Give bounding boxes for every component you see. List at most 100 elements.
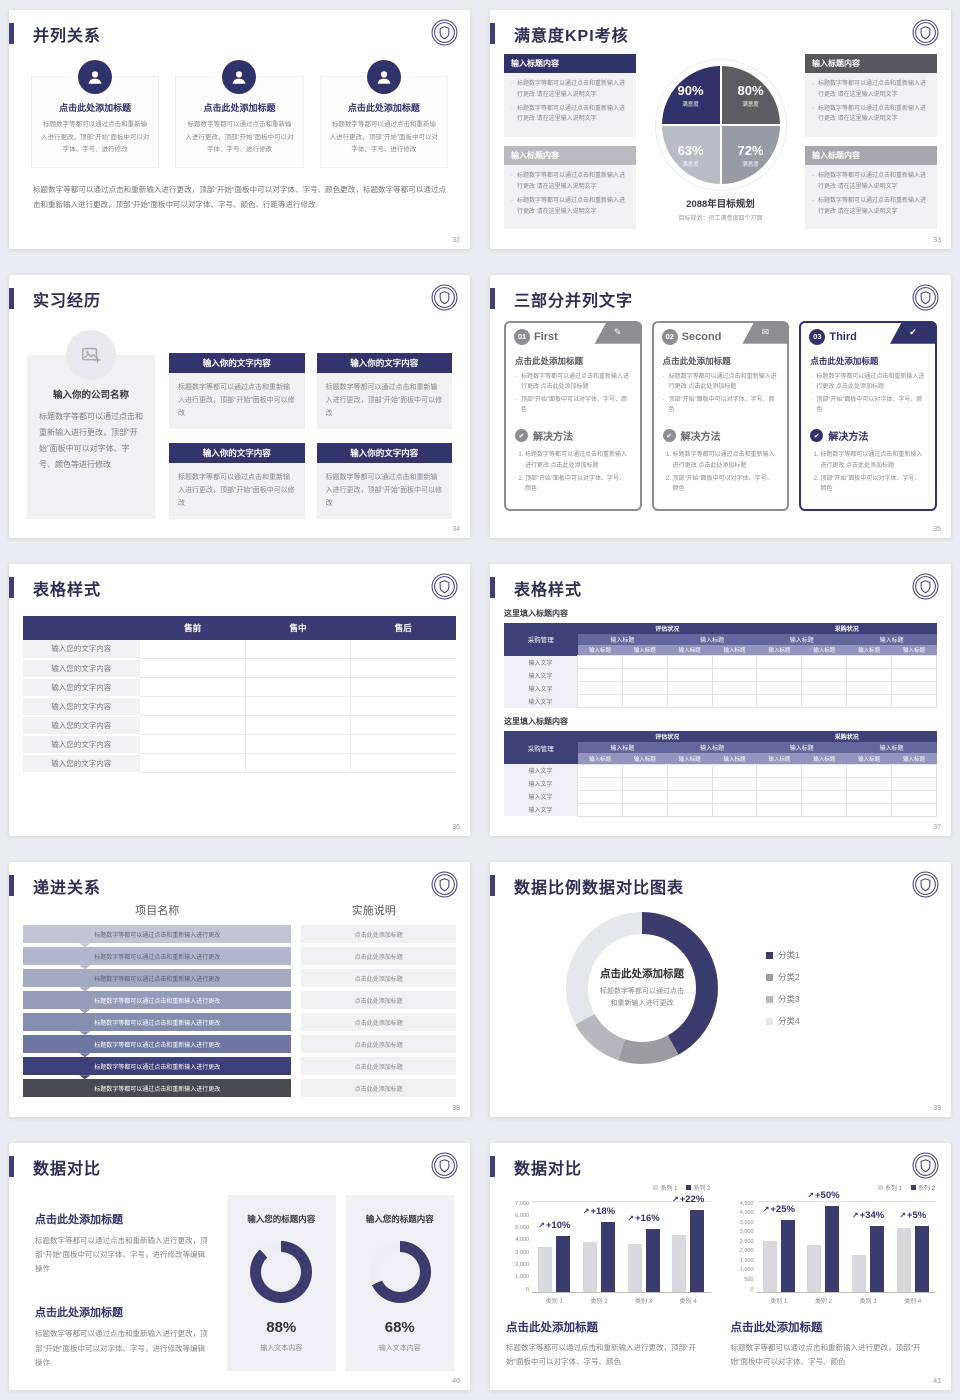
person-icon [366,60,401,94]
title-accent-bar [9,1155,14,1177]
table-row: 输入文字 [504,655,937,670]
empty-cell [139,734,246,755]
donut-center: 点击此处添加标题 标题数字等都可以通过点击和重新输入进行更改 [588,934,696,1043]
bullet: 标题数字等都可以通过点击和重新输入进行更改 请在这里输入说明文字 [812,104,930,126]
empty-cell [350,677,456,698]
table-row: 输入文字 [504,789,937,804]
sub2-cell: 输入标题 [846,644,892,656]
slide-35-three-columns[interactable]: 三部分并列文字 01 First ✎ 点击此处添加标题 标题数字等都可以通过点击… [490,274,951,538]
slide-39-donut-comparison[interactable]: 数据比例数据对比图表 点击此处添加标题 标题数字等都可以通过点击和重新输入进行更… [490,862,951,1117]
legend-item: 分类2 [766,971,800,983]
page-number: 33 [933,236,941,244]
kpi-box-body: 标题数字等都可以通过点击和重新输入进行更改 请在这里输入说明文字 标题数字等都可… [504,73,636,138]
growth-annotation: ↗+50% [807,1189,840,1201]
bar-series-1 [762,1240,777,1292]
donut-chart: 点击此处添加标题 标题数字等都可以通过点击和重新输入进行更改 [566,912,718,1065]
bar-text: 标题数字等都可以通过点击和重新输入进行更改 [94,932,221,939]
card-caption: 输入文本内容 [378,1344,421,1352]
slide-37-table-style[interactable]: 表格样式 这里填入标题内容 采购管理 评估状况 采购状况 输入标题 [490,563,951,837]
slide-40-data-comparison[interactable]: 数据对比 点击此处添加标题 标题数字等都可以通过点击和重新输入进行更改，顶部“开… [9,1142,470,1390]
group-header-row: 采购管理 评估状况 采购状况 [504,731,937,765]
slide-header: 数据对比 [23,1155,456,1179]
block-body: 标题数字等都可以通过点击和重新输入进行更改，顶部“开始”面板中可以对字体、字号，… [35,1235,208,1274]
empty-cell [244,696,351,717]
bar-series-2 [825,1205,840,1292]
row-label-cell: 输入您的文字内容 [23,753,140,774]
company-body: 标题数字等都可以通过点击和重新输入进行更改，顶部“开始”面板中可以对字体、字号、… [39,411,143,469]
card-bullets: 标题数字等都可以通过点击和重新输入进行更改 点击此处添加标题 顶部“开始”面板中… [515,372,631,416]
kpi-box: 输入标题内容 标题数字等都可以通过点击和重新输入进行更改 请在这里输入说明文字 … [805,146,937,230]
kpi-box-body: 标题数字等都可以通过点击和重新输入进行更改 请在这里输入说明文字 标题数字等都可… [504,165,636,230]
item-body: 标题数字等都可以通过点击和重新输入进行更改，顶部“开始”面板中可以对字体、字号、… [41,121,150,154]
school-logo-icon [912,284,939,311]
note-cell: 点击此处添加标题 [301,1079,456,1098]
chevron-arrow-icon [79,965,91,970]
up-right-arrow-icon: ↗ [807,1190,815,1200]
content-box-body: 标题数字等都可以通过点击和重新输入进行更改，顶部“开始”面板中可以修改 [316,372,452,429]
title-accent-bar [9,875,14,897]
chevron-bar: 标题数字等都可以通过点击和重新输入进行更改 [23,969,292,992]
slide-38-progressive[interactable]: 递进关系 项目名称 实施说明 标题数字等都可以通过点击和重新输入进行更改 点击此… [9,862,470,1117]
slide-32-parallel-relations[interactable]: 并列关系 点击此处添加标题 标题数字等都可以通过点击和重新输入进行更改，顶部“开… [9,10,470,249]
school-logo-icon [912,871,939,898]
school-logo-icon [431,1152,458,1179]
person-icon [78,60,113,94]
card-caption: 输入文本内容 [260,1344,303,1352]
slide-header: 数据比例数据对比图表 [504,874,937,898]
kpi-box-body: 标题数字等都可以通过点击和重新输入进行更改 请在这里输入说明文字 标题数字等都可… [805,73,937,138]
corner-cell: 采购管理 [504,622,578,656]
slide-41-bar-comparison[interactable]: 数据对比 系列 1 系列 2 7,000 6,000 5,000 4,000 3,000… [490,1142,951,1390]
slide-34-internship[interactable]: 实习经历 输入你的公司名称 标题数字等都可以通过点击和重新输入进行更改，顶部“开… [9,274,470,538]
slide-36-table-style[interactable]: 表格样式 售前 售中 售后 输入您的文字内容 [9,563,470,837]
bar-series-1 [852,1254,867,1292]
growth-annotation: ↗+18% [582,1205,616,1217]
empty-cell [350,639,456,660]
solution-item: 顶部“开始”面板中可以对字体、字号、颜色 [673,474,779,494]
content-box: 输入你的文字内容 标题数字等都可以通过点击和重新输入进行更改，顶部“开始”面板中… [316,352,452,429]
kpi-box-header: 输入标题内容 [805,146,937,166]
page-title: 表格样式 [514,581,583,599]
slide-header: 三部分并列文字 [504,287,937,311]
percentage-value: 88% [266,1318,297,1336]
bullet: 标题数字等都可以通过点击和重新输入进行更改 点击此处添加标题 [663,372,779,392]
row-label-cell: 输入文字 [504,764,578,778]
sub2-cell: 输入标题 [756,644,802,656]
bar-text: 标题数字等都可以通过点击和重新输入进行更改 [94,1064,221,1071]
table-row: 输入您的文字内容 [23,677,456,698]
bar-series-2 [914,1226,929,1292]
legend-item: 分类4 [766,1015,800,1027]
school-logo-icon [912,573,939,600]
sub2-cell: 输入标题 [712,753,757,765]
donut-center-sub: 标题数字等都可以通过点击和重新输入进行更改 [600,987,684,1008]
slide-33-kpi[interactable]: 满意度KPI考核 输入标题内容 标题数字等都可以通过点击和重新输入进行更改 请在… [490,10,951,249]
card-bullets: 标题数字等都可以通过点击和重新输入进行更改 点击此处添加标题 顶部“开始”面板中… [663,372,779,416]
bar-series-1 [538,1246,553,1292]
chart-legend: 系列 1 系列 2 [506,1183,711,1193]
page-number: 34 [452,525,460,533]
up-right-arrow-icon: ↗ [672,1195,679,1205]
row-label-cell: 输入您的文字内容 [23,639,140,660]
empty-cell [244,658,351,679]
internship-layout: 输入你的公司名称 标题数字等都可以通过点击和重新输入进行更改，顶部“开始”面板中… [23,329,456,519]
empty-cell [139,715,246,736]
quadrant-value: 72% [737,142,764,158]
page-number: 37 [933,824,941,832]
bar-group: ↗+5% [890,1202,935,1292]
card-heading: 点击此处添加标题 [810,355,879,366]
bar-series-2 [600,1221,615,1292]
legend-swatch [766,1017,773,1025]
legend-swatch [877,1185,883,1191]
table-row: 输入文字 [504,694,937,709]
content-boxes: 输入你的文字内容 标题数字等都可以通过点击和重新输入进行更改，顶部“开始”面板中… [169,352,452,519]
note-cell: 点击此处添加标题 [301,947,456,966]
note-cell: 点击此处添加标题 [301,1035,456,1054]
solution-item: 顶部“开始”面板中可以对字体、字号、颜色 [820,474,926,494]
company-name: 输入你的公司名称 [52,389,129,401]
image-placeholder-icon [66,329,116,380]
bullet: 标题数字等都可以通过点击和重新输入进行更改 请在这里输入说明文字 [511,79,629,101]
table-row: 输入您的文字内容 [23,639,456,660]
bar-series-1 [672,1235,687,1292]
progressive-row: 标题数字等都可以通过点击和重新输入进行更改 点击此处添加标题 [23,1013,456,1036]
bar-text: 标题数字等都可以通过点击和重新输入进行更改 [94,998,221,1005]
